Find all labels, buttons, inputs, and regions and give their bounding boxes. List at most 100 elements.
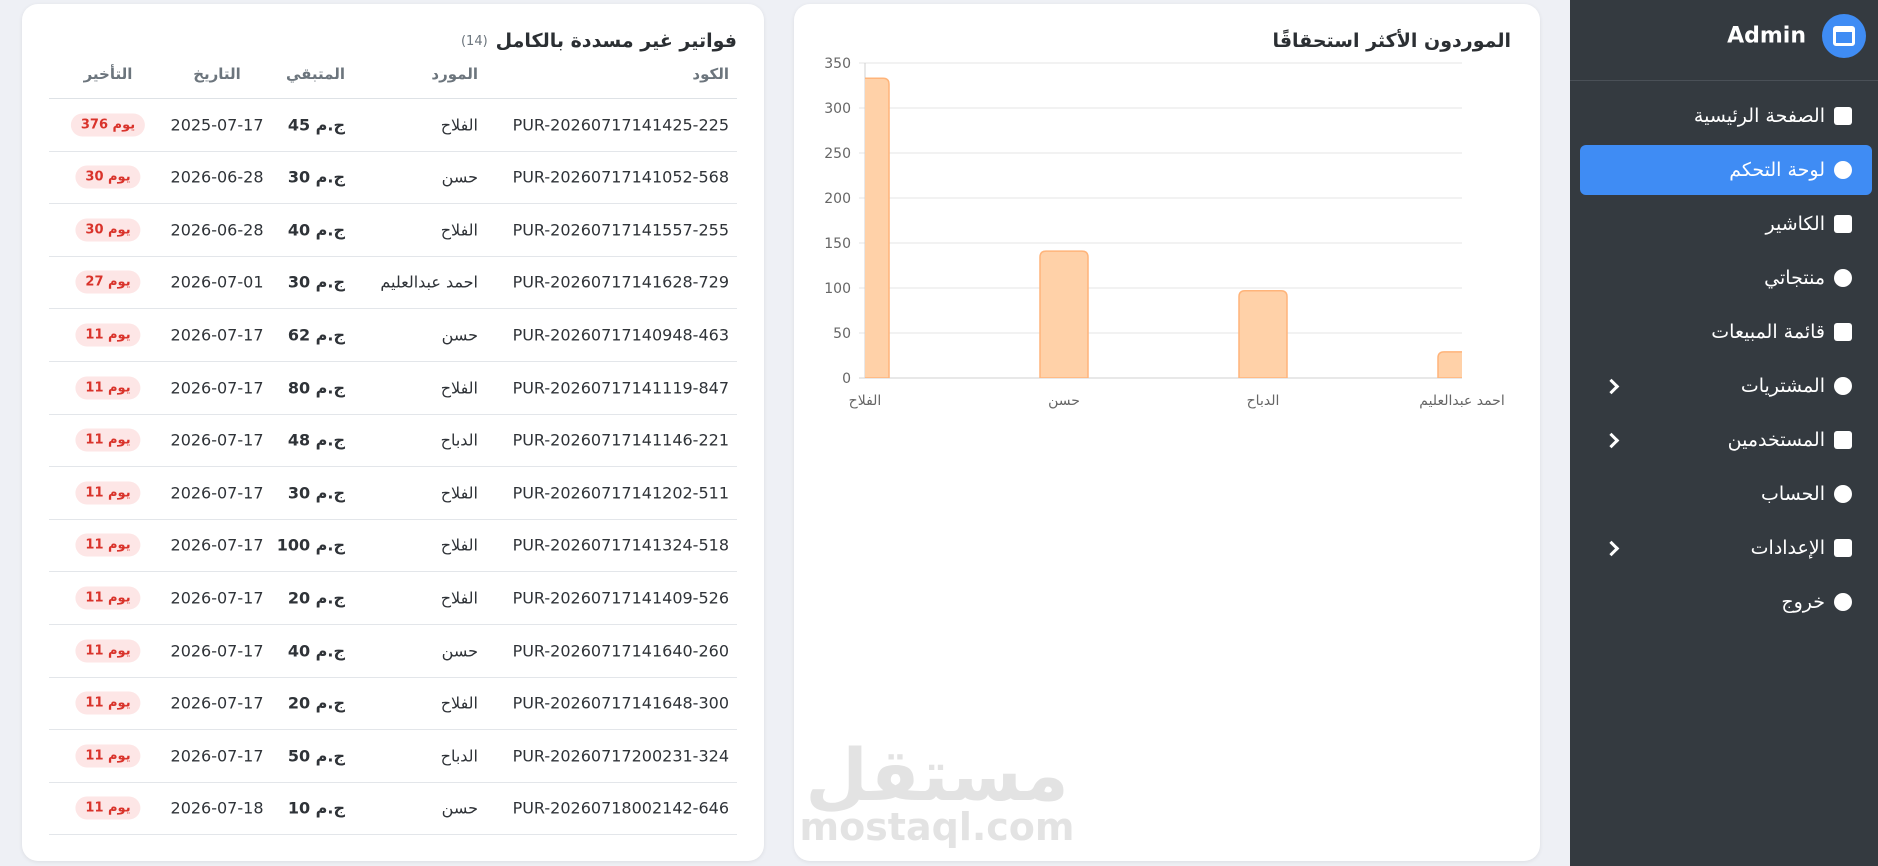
nav-icon [1834,323,1852,342]
date: 2026-07-17 [170,378,264,397]
nav-item[interactable]: الصفحة الرئيسية [1693,105,1825,127]
nav-item[interactable]: لوحة التحكم [1729,159,1825,182]
nav-icon [1834,377,1852,396]
row-line [49,150,737,152]
nav-item[interactable]: خروج [1781,591,1825,614]
row-line [49,255,737,257]
table-count: (14) [460,33,488,49]
active-highlight [1580,145,1872,196]
delay-badge: 11 يوم [75,376,141,399]
nav-icon [1834,539,1852,558]
date: 2025-07-17 [170,115,264,134]
supplier: الفلاح [440,693,478,713]
code: PUR-20260718002142-646 [512,798,729,818]
date: 2026-07-17 [170,325,264,345]
supplier: حسن [441,167,478,187]
sidebar: Admin الصفحة الرئيسية لوحة التحكم الكاشير م… [1570,0,1878,866]
nav-item[interactable]: المشتريات [1740,375,1825,398]
code: PUR-20260717141052-568 [512,167,729,187]
code: PUR-20260717141640-260 [512,641,729,660]
delay-badge: 27 يوم [75,270,141,294]
remaining: 20 ج.م [287,693,345,713]
delay-badge: 11 يوم [75,481,141,505]
row-line [49,834,737,836]
date: 2026-07-17 [170,483,264,503]
delay-badge: 30 يوم [75,165,141,189]
row-line [49,623,737,625]
nav-item[interactable]: قائمة المبيعات [1711,321,1825,344]
row-line [49,676,737,678]
row-line [49,360,737,362]
nav-item[interactable]: منتجاتي [1764,267,1825,290]
chevron [1603,541,1620,557]
nav-icon [1834,269,1852,288]
row-line [49,308,737,310]
code: PUR-20260717141146-221 [512,430,729,450]
date: 2026-07-18 [170,798,264,818]
chevron [1603,378,1620,395]
date: 2026-07-01 [170,272,264,292]
row-line [49,466,737,468]
supplier: احمد عبدالعليم [380,272,478,292]
delay-badge: 11 يوم [75,691,141,715]
nav-icon [1834,161,1852,180]
remaining: 80 ج.م [287,378,345,397]
supplier: الدباح [440,746,478,766]
row-line [49,518,737,520]
date: 2026-06-28 [170,220,264,240]
delay-badge: 376 يوم [70,113,146,136]
date: 2026-07-17 [170,641,264,660]
row-line [49,729,737,731]
remaining: 62 ج.م [287,325,345,345]
nav-item[interactable]: المستخدمين [1727,429,1825,452]
remaining: 10 ج.م [287,798,345,818]
divider [1570,80,1878,81]
brand: Admin [1727,23,1806,49]
remaining: 30 ج.م [287,272,345,292]
remaining: 40 ج.م [287,220,345,240]
nav-item[interactable]: الكاشير [1765,213,1826,236]
column-header: الكود [692,65,729,83]
supplier: حسن [441,641,478,660]
row-line [49,413,737,415]
remaining: 100 ج.م [276,535,345,555]
nav-icon [1834,593,1852,612]
code: PUR-20260717141628-729 [512,272,729,292]
delay-badge: 11 يوم [75,586,141,610]
remaining: 30 ج.م [287,167,345,187]
remaining: 40 ج.م [287,641,345,660]
delay-badge: 11 يوم [75,323,141,347]
supplier: الدباح [440,430,478,450]
date: 2026-07-17 [170,693,264,713]
code: PUR-20260717141202-511 [512,483,729,503]
supplier: الفلاح [440,220,478,240]
remaining: 20 ج.م [287,588,345,608]
supplier: الفلاح [440,378,478,397]
table-heading: فواتير غير مسددة بالكامل (14) [461,30,737,52]
chevron [1603,433,1620,449]
logo-icon [1833,26,1855,46]
nav-icon [1834,431,1852,450]
supplier: الفلاح [440,588,478,608]
remaining: 45 ج.م [287,115,345,134]
delay-badge: 11 يوم [75,796,141,820]
delay-badge: 30 يوم [75,218,141,242]
nav-item[interactable]: الحساب [1761,483,1825,506]
logo [1822,14,1866,58]
date: 2026-06-28 [170,167,264,187]
nav-item[interactable]: الإعدادات [1750,537,1825,560]
header-line [49,98,737,99]
chart-card: الموردون الأكثر استحقاقًا [794,4,1540,861]
supplier: حسن [441,325,478,345]
supplier: الفلاح [440,483,478,503]
code: PUR-20260717141557-255 [512,220,729,240]
column-header: التأخير [83,65,133,83]
nav-icon [1834,485,1852,504]
delay-badge: 11 يوم [75,533,141,557]
chart-title: الموردون الأكثر استحقاقًا [1272,30,1511,52]
delay-badge: 11 يوم [75,744,141,768]
remaining: 50 ج.م [287,746,345,766]
date: 2026-07-17 [170,588,264,608]
code: PUR-20260717140948-463 [512,325,729,345]
